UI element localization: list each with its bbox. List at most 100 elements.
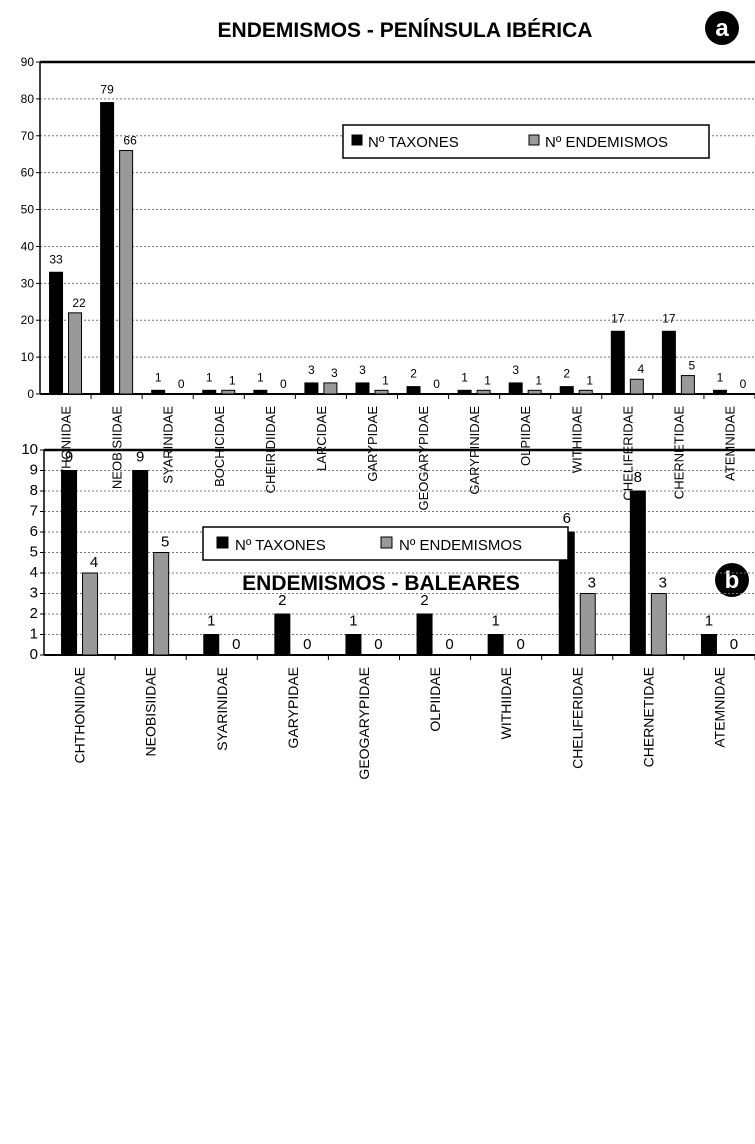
data-label-endemismos: 3 (659, 575, 667, 592)
y-tick-label: 5 (30, 544, 38, 561)
legend-box (342, 124, 710, 159)
y-tick-label: 9 (30, 462, 38, 479)
bar-taxones (700, 634, 717, 656)
y-tick-label: 3 (30, 585, 38, 602)
category-label: OLPIIDAE (427, 667, 443, 732)
y-tick-label: 2 (30, 605, 38, 622)
category-label: NEOBISIIDAE (143, 667, 159, 756)
chart-title: ENDEMISMOS - BALEARES (242, 572, 520, 595)
data-label-endemismos: 5 (161, 534, 169, 551)
data-label-taxones: 33 (49, 252, 63, 266)
category-label: ATEMNIDAE (711, 667, 727, 748)
bar-endemismos (650, 593, 667, 656)
bar-endemismos (153, 552, 170, 656)
chart-title: ENDEMISMOS - PENÍNSULA IBÉRICA (218, 19, 593, 42)
data-label-endemismos: 0 (178, 377, 185, 391)
bar-taxones (132, 470, 149, 656)
category-label: GARYPIDAE (365, 406, 380, 482)
bar-endemismos (323, 382, 338, 395)
data-label-taxones: 1 (257, 370, 264, 384)
panel-badge-letter: a (715, 15, 729, 42)
y-tick-label: 0 (30, 646, 38, 663)
panel-badge-letter: b (725, 567, 740, 594)
category-label: SYARINIDAE (161, 406, 176, 484)
data-label-taxones: 3 (512, 363, 519, 377)
data-label-endemismos: 0 (232, 636, 240, 653)
y-tick-label: 6 (30, 523, 38, 540)
legend-swatch-taxones (351, 134, 363, 146)
y-tick-label: 7 (30, 503, 38, 520)
data-label-endemismos: 0 (740, 377, 747, 391)
data-label-taxones: 2 (563, 367, 570, 381)
y-tick-label: 1 (30, 626, 38, 643)
bar-taxones (406, 386, 421, 395)
bar-endemismos (527, 389, 542, 395)
data-label-taxones: 8 (634, 469, 642, 486)
bar-endemismos (82, 572, 99, 656)
panel-badge-circle (705, 11, 739, 45)
data-label-taxones: 6 (563, 510, 571, 527)
y-tick-label: 70 (21, 129, 35, 143)
data-label-endemismos: 3 (588, 575, 596, 592)
data-label-endemismos: 0 (303, 636, 311, 653)
category-label: CHELIFERIDAE (620, 406, 635, 501)
category-label: CHTHONIIDAE (72, 667, 88, 763)
bar-taxones (274, 613, 291, 656)
data-label-taxones: 9 (136, 449, 144, 466)
y-tick-label: 40 (21, 239, 35, 253)
y-tick-label: 8 (30, 482, 38, 499)
legend-label-taxones: Nº TAXONES (235, 537, 326, 554)
data-label-taxones: 1 (155, 370, 162, 384)
data-label-endemismos: 0 (280, 377, 287, 391)
data-label-endemismos: 0 (730, 636, 738, 653)
bar-taxones (457, 389, 472, 395)
data-label-endemismos: 0 (433, 377, 440, 391)
category-label: GARYPIDAE (285, 667, 301, 748)
bar-taxones (203, 634, 220, 656)
data-label-endemismos: 0 (374, 636, 382, 653)
bar-taxones (712, 389, 727, 395)
data-label-taxones: 1 (717, 370, 724, 384)
category-label: CHERNETIDAE (671, 406, 686, 500)
bar-taxones (345, 634, 362, 656)
category-label: WITHIIDAE (569, 406, 584, 473)
data-label-endemismos: 1 (586, 373, 593, 387)
data-label-endemismos: 1 (484, 373, 491, 387)
bar-taxones (661, 330, 676, 395)
data-label-endemismos: 4 (637, 362, 644, 376)
bar-taxones (355, 382, 370, 395)
data-label-taxones: 1 (705, 613, 713, 630)
bar-taxones (416, 613, 433, 656)
data-label-taxones: 1 (206, 370, 213, 384)
bar-taxones (304, 382, 319, 395)
y-tick-label: 20 (21, 313, 35, 327)
data-label-endemismos: 5 (689, 359, 696, 373)
legend-swatch-endemismos (380, 536, 393, 549)
data-label-endemismos: 22 (72, 296, 86, 310)
bar-endemismos (578, 389, 593, 395)
bar-endemismos (374, 389, 389, 395)
bar-taxones (202, 389, 217, 395)
data-label-taxones: 3 (308, 363, 315, 377)
data-label-taxones: 1 (491, 613, 499, 630)
category-label: CHELIFERIDAE (569, 667, 585, 769)
data-label-taxones: 2 (420, 592, 428, 609)
y-tick-label: 10 (21, 350, 35, 364)
data-label-taxones: 2 (410, 367, 417, 381)
data-label-taxones: 1 (349, 613, 357, 630)
bar-taxones (253, 389, 268, 395)
bar-taxones (629, 490, 646, 656)
y-tick-label: 60 (21, 166, 35, 180)
category-label: SYARINIDAE (214, 667, 230, 751)
bar-endemismos (68, 312, 83, 395)
bar-endemismos (629, 378, 644, 395)
bar-taxones (49, 271, 64, 395)
panel-badge-circle (715, 563, 749, 597)
legend-label-endemismos: Nº ENDEMISMOS (545, 134, 668, 151)
data-label-taxones: 17 (662, 311, 676, 325)
data-label-endemismos: 1 (382, 373, 389, 387)
legend-swatch-taxones (216, 536, 229, 549)
bar-endemismos (119, 150, 134, 395)
data-label-endemismos: 3 (331, 366, 338, 380)
